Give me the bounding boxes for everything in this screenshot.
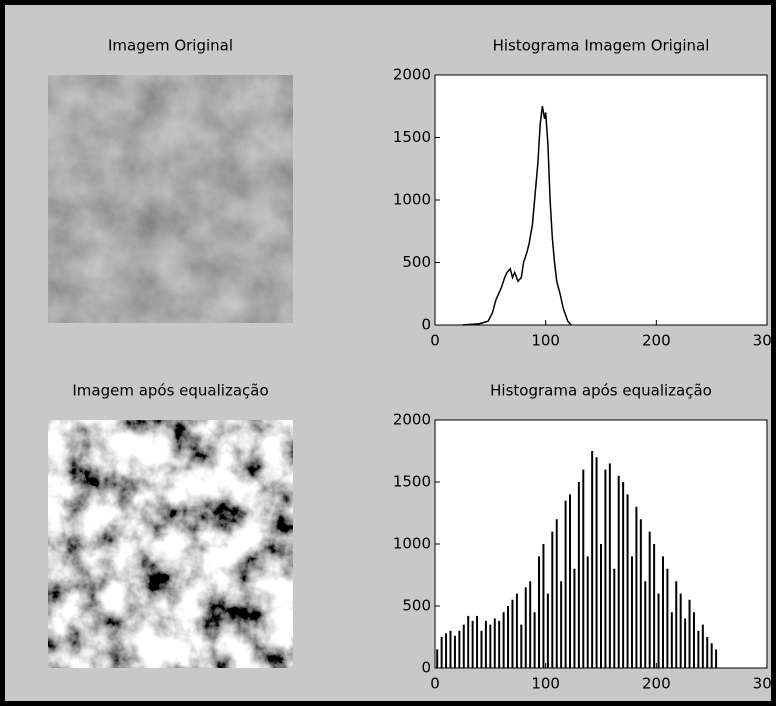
subplot-title: Histograma Imagem Original	[493, 37, 710, 55]
y-tick-label: 2000	[393, 66, 431, 84]
y-tick-label: 1500	[393, 128, 431, 146]
y-tick-label: 0	[421, 659, 431, 677]
y-tick-label: 500	[402, 597, 431, 615]
x-tick-label: 100	[531, 332, 560, 350]
y-tick-label: 0	[421, 316, 431, 334]
x-tick-label: 100	[531, 675, 560, 693]
x-tick-label: 200	[642, 675, 671, 693]
subplot-title: Histograma após equalização	[490, 382, 712, 400]
subplot-title: Imagem Original	[108, 37, 233, 55]
image	[48, 75, 293, 323]
subplot-title: Imagem após equalização	[72, 382, 268, 400]
image	[48, 420, 293, 668]
y-tick-label: 1000	[393, 535, 431, 553]
x-tick-label: 300	[753, 332, 776, 350]
y-tick-label: 1000	[393, 191, 431, 209]
y-tick-label: 500	[402, 253, 431, 271]
x-tick-label: 300	[753, 675, 776, 693]
y-tick-label: 1500	[393, 473, 431, 491]
histogram-line	[462, 106, 572, 326]
axes-background	[435, 75, 767, 325]
x-tick-label: 0	[430, 675, 440, 693]
x-tick-label: 0	[430, 332, 440, 350]
x-tick-label: 200	[642, 332, 671, 350]
y-tick-label: 2000	[393, 411, 431, 429]
